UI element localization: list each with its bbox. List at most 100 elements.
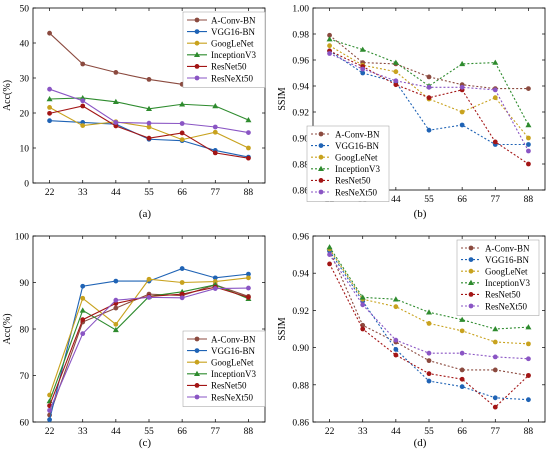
legend-marker bbox=[194, 29, 200, 34]
data-point bbox=[492, 354, 498, 360]
data-point bbox=[113, 120, 119, 125]
x-tick-label: 88 bbox=[244, 427, 254, 437]
series-googlenet bbox=[47, 105, 251, 151]
x-tick-label: 88 bbox=[524, 195, 534, 205]
y-tick-label: 0.90 bbox=[292, 344, 309, 354]
data-point bbox=[359, 46, 366, 52]
x-tick-label: 55 bbox=[144, 427, 154, 437]
x-tick-label: 66 bbox=[177, 427, 187, 437]
legend-label: A-Conv-BN bbox=[211, 334, 256, 344]
data-point bbox=[426, 321, 432, 326]
data-point bbox=[146, 276, 152, 282]
data-point bbox=[80, 103, 86, 109]
y-axis-label: Acc(%) bbox=[2, 313, 13, 344]
legend-marker bbox=[194, 348, 200, 353]
data-point bbox=[246, 285, 251, 291]
data-point bbox=[526, 341, 531, 347]
y-tick-label: 20 bbox=[20, 110, 30, 120]
x-tick-label: 33 bbox=[358, 427, 368, 437]
data-point bbox=[492, 87, 498, 93]
series-line bbox=[329, 38, 529, 126]
data-point bbox=[492, 139, 498, 145]
legend-label: InceptionV3 bbox=[485, 278, 530, 288]
data-point bbox=[492, 395, 498, 401]
data-point bbox=[80, 331, 86, 337]
chart-svg-3: 0.86 0.88 0.90 0.92 0.94 0.96 22 33 44 55 66 77 88 SS… bbox=[277, 233, 546, 437]
data-point bbox=[146, 124, 152, 130]
legend-label: ResNet50 bbox=[211, 381, 247, 391]
data-point bbox=[246, 271, 251, 277]
data-point bbox=[47, 86, 52, 92]
series-line bbox=[49, 105, 249, 159]
y-tick-label: 90 bbox=[20, 279, 30, 289]
data-point bbox=[492, 404, 498, 410]
data-point bbox=[146, 294, 152, 300]
x-tick-label: 55 bbox=[144, 188, 154, 198]
data-point bbox=[212, 150, 218, 156]
x-tick-label: 66 bbox=[177, 188, 187, 198]
data-point bbox=[80, 98, 86, 104]
legend-label: ResNeXt50 bbox=[335, 187, 377, 197]
data-point bbox=[526, 373, 531, 378]
legend-marker bbox=[194, 75, 200, 81]
legend-label: InceptionV3 bbox=[211, 369, 256, 379]
legend-marker bbox=[194, 64, 200, 69]
data-point bbox=[459, 316, 466, 322]
data-point bbox=[492, 95, 498, 101]
data-point bbox=[392, 296, 399, 302]
data-point bbox=[459, 122, 465, 128]
data-point bbox=[393, 69, 399, 75]
x-tick-label: 88 bbox=[524, 427, 534, 437]
data-point bbox=[113, 297, 119, 303]
data-point bbox=[492, 59, 499, 65]
y-tick-label: 10 bbox=[20, 145, 30, 155]
y-tick-label: 70 bbox=[20, 372, 30, 382]
legend-marker bbox=[468, 279, 474, 285]
data-point bbox=[426, 350, 432, 356]
data-point bbox=[179, 121, 185, 126]
x-tick-label: 22 bbox=[45, 188, 55, 198]
panel-caption-a: (a) bbox=[138, 208, 152, 220]
y-axis-label: SSIM bbox=[277, 87, 288, 110]
legend-marker bbox=[194, 383, 200, 388]
data-point bbox=[146, 120, 152, 126]
legend-marker bbox=[468, 268, 474, 274]
data-point bbox=[47, 30, 52, 36]
data-point bbox=[327, 43, 332, 49]
series-inceptionv3 bbox=[46, 94, 252, 123]
series-resnet50 bbox=[47, 103, 251, 161]
legend-label: InceptionV3 bbox=[211, 50, 256, 60]
data-point bbox=[212, 279, 218, 284]
data-point bbox=[459, 328, 465, 334]
data-point bbox=[212, 275, 218, 281]
legend-label: ResNeXt50 bbox=[485, 301, 527, 311]
data-point bbox=[459, 60, 466, 67]
data-point bbox=[47, 407, 52, 413]
y-axis-label: Acc(%) bbox=[2, 80, 13, 111]
y-tick-label: 0.96 bbox=[292, 57, 309, 67]
legend-marker bbox=[318, 178, 324, 183]
legend-box bbox=[306, 125, 390, 202]
data-point bbox=[246, 130, 251, 136]
data-point bbox=[80, 123, 86, 128]
data-point bbox=[80, 295, 86, 301]
legend-label: GoogLeNet bbox=[485, 267, 528, 277]
y-tick-label: 50 bbox=[20, 5, 30, 15]
data-point bbox=[459, 376, 465, 382]
data-point bbox=[246, 155, 251, 161]
data-point bbox=[327, 261, 332, 267]
data-point bbox=[492, 367, 498, 373]
data-point bbox=[426, 309, 432, 315]
legend-marker bbox=[468, 257, 474, 262]
data-point bbox=[426, 371, 432, 377]
x-tick-label: 44 bbox=[391, 427, 401, 437]
legend-label: VGG16-BN bbox=[211, 27, 255, 37]
data-point bbox=[80, 283, 86, 289]
data-point bbox=[526, 148, 531, 154]
legend-label: ResNeXt50 bbox=[211, 392, 253, 402]
data-point bbox=[393, 304, 399, 310]
chart-svg-2: 60 70 80 90 100 22 33 44 55 66 77 88 Acc(%) A-Conv-BN… bbox=[2, 233, 266, 437]
data-point bbox=[246, 294, 251, 300]
